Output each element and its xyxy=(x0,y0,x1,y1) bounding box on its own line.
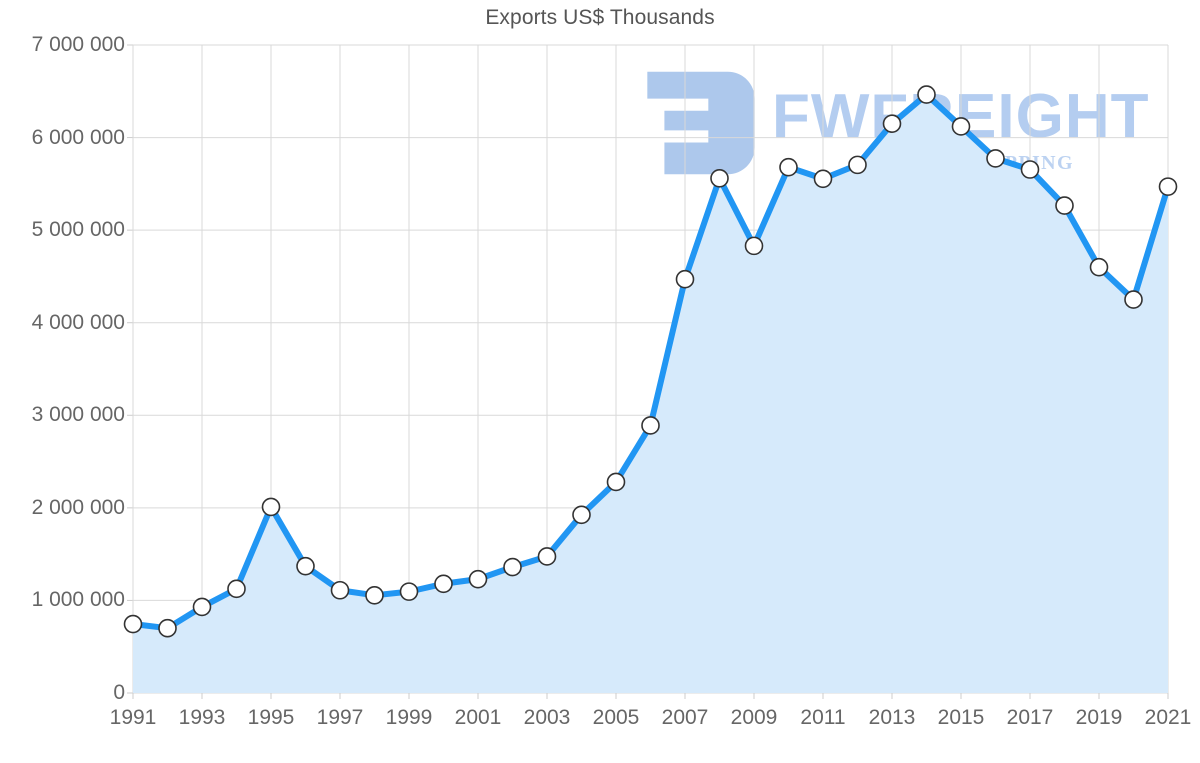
x-axis-tick-label: 2015 xyxy=(937,706,985,729)
data-point-marker[interactable] xyxy=(399,582,419,601)
data-point-marker[interactable] xyxy=(261,497,281,517)
data-point-marker[interactable] xyxy=(227,579,246,599)
x-axis-tick-label: 1995 xyxy=(247,706,295,729)
data-point-marker[interactable] xyxy=(882,114,902,133)
series-graph xyxy=(123,44,1178,699)
x-axis-tick-label: 2019 xyxy=(1075,706,1123,729)
data-point-marker[interactable] xyxy=(1020,160,1040,179)
chart-title: Exports US$ Thousands xyxy=(485,6,715,29)
y-axis-tick-label: 7 000 000 xyxy=(31,33,125,56)
data-point-marker[interactable] xyxy=(468,569,488,589)
plot-area xyxy=(123,44,1178,699)
data-point-marker[interactable] xyxy=(365,586,384,605)
data-point-marker[interactable] xyxy=(192,597,212,617)
x-axis-tick-label: 2011 xyxy=(800,706,846,729)
area-fill xyxy=(133,94,1168,693)
data-point-marker[interactable] xyxy=(123,614,143,634)
data-point-marker[interactable] xyxy=(158,618,177,638)
x-axis-tick-label: 1991 xyxy=(109,706,157,729)
data-point-marker[interactable] xyxy=(330,580,350,600)
x-axis-tick-label: 1993 xyxy=(178,706,226,729)
y-axis-tick-label: 3 000 000 xyxy=(31,403,125,427)
data-point-marker[interactable] xyxy=(848,155,867,175)
data-point-marker[interactable] xyxy=(675,269,695,289)
data-point-marker[interactable] xyxy=(951,117,971,136)
x-axis-tick-label: 2003 xyxy=(523,706,571,729)
data-point-marker[interactable] xyxy=(744,236,764,256)
y-axis-tick-label: 6 000 000 xyxy=(31,125,125,149)
x-axis-tick-label: 2021 xyxy=(1144,706,1192,729)
data-point-markers xyxy=(123,85,1178,638)
data-point-marker[interactable] xyxy=(779,157,798,177)
data-point-marker[interactable] xyxy=(1124,290,1143,309)
data-point-marker[interactable] xyxy=(813,169,833,189)
data-point-marker[interactable] xyxy=(986,149,1005,168)
data-point-marker[interactable] xyxy=(1158,177,1178,196)
data-point-marker[interactable] xyxy=(710,169,729,188)
y-axis-tick-label: 2 000 000 xyxy=(31,495,125,519)
data-point-marker[interactable] xyxy=(1055,196,1074,215)
data-point-marker[interactable] xyxy=(917,85,936,104)
y-axis-tick-label: 0 xyxy=(113,681,125,704)
x-axis-tick-label: 2013 xyxy=(868,706,916,729)
data-point-marker[interactable] xyxy=(1089,257,1109,277)
x-axis-tick-label: 2005 xyxy=(592,706,640,729)
data-point-marker[interactable] xyxy=(641,416,660,435)
data-point-marker[interactable] xyxy=(296,556,315,576)
x-axis-tick-label: 2017 xyxy=(1006,706,1054,729)
y-axis-tick-label: 1 000 000 xyxy=(31,588,125,612)
x-axis-tick-label: 2009 xyxy=(730,706,778,729)
data-point-marker[interactable] xyxy=(537,547,557,566)
x-axis-tick-label: 1999 xyxy=(385,706,433,729)
data-point-marker[interactable] xyxy=(572,505,591,525)
data-point-marker[interactable] xyxy=(606,472,626,492)
x-axis-tick-label: 2001 xyxy=(454,706,502,729)
data-point-marker[interactable] xyxy=(434,574,453,594)
y-axis-tick-label: 5 000 000 xyxy=(31,218,125,242)
data-point-marker[interactable] xyxy=(503,557,522,577)
x-axis-tick-label: 1997 xyxy=(316,706,364,729)
x-axis-tick-label: 2007 xyxy=(661,706,709,729)
y-axis-tick-label: 4 000 000 xyxy=(31,310,125,334)
